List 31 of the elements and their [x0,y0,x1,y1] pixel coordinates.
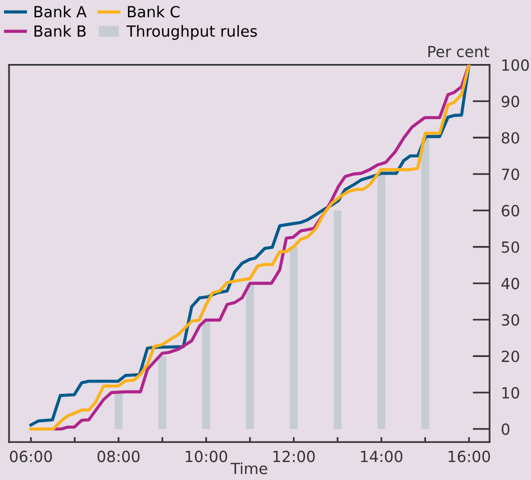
bar [334,210,342,429]
legend-label: Bank C [128,6,180,18]
bar [202,320,210,429]
x-tick-label: 06:00 [10,450,52,462]
bar [377,174,386,429]
x-tick-label: 16:00 [448,450,490,462]
y-tick-label: 70 [502,168,520,180]
y-tick-label: 100 [502,59,529,71]
y-tick-label: 60 [502,204,520,216]
legend-label: Bank B [34,25,86,37]
bar [290,246,298,429]
bar [246,283,254,429]
x-tick-label: 10:00 [186,450,228,462]
legend-label: Bank A [34,6,87,18]
y-tick-label: 90 [502,96,520,108]
y-tick-label: 10 [502,387,520,399]
y-tick-label: 80 [502,132,520,144]
x-axis-title: Time [230,462,268,474]
bar [421,138,430,429]
bar [114,392,122,429]
x-tick-label: 08:00 [98,450,140,462]
y-tick-label: 30 [502,314,520,326]
x-tick-label: 12:00 [273,450,315,462]
bar [158,356,166,429]
y-tick-label: 0 [502,423,510,435]
legend-label: Throughput rules [126,25,257,40]
y-tick-label: 20 [502,350,520,362]
y-axis-title: Per cent [428,46,490,58]
y-tick-label: 50 [502,241,520,253]
y-tick-label: 40 [501,278,520,290]
x-tick-label: 14:00 [361,450,402,462]
